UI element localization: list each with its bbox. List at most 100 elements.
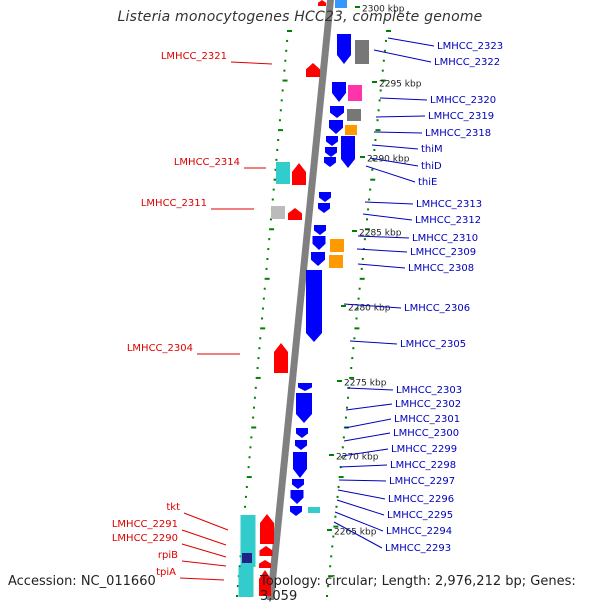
right-tick-mark	[361, 257, 364, 260]
right-tick-mark	[370, 178, 376, 181]
reverse-gene	[329, 255, 343, 268]
reverse-gene-leader	[336, 499, 385, 516]
right-tick-mark	[351, 357, 354, 360]
reverse-gene-leader	[339, 464, 388, 468]
reverse-gene	[314, 225, 326, 235]
left-tick-mark	[258, 347, 261, 350]
reverse-gene	[311, 252, 325, 266]
reverse-gene-label: LMHCC_2293	[385, 543, 451, 554]
forward-gene-label: LMHCC_2311	[141, 198, 207, 209]
reverse-gene	[326, 136, 338, 146]
reverse-gene-leader	[341, 448, 389, 457]
reverse-gene-label: LMHCC_2303	[396, 385, 462, 396]
reverse-gene	[293, 452, 307, 478]
right-tick-mark	[380, 79, 386, 82]
right-tick-mark	[382, 59, 385, 62]
forward-gene-leader	[230, 61, 273, 65]
reverse-gene-label: LMHCC_2299	[391, 444, 457, 455]
reverse-gene-label: LMHCC_2298	[390, 460, 456, 471]
right-tick-mark	[350, 367, 353, 370]
right-tick-mark	[354, 327, 360, 330]
right-tick-mark	[338, 476, 344, 479]
left-tick-mark	[272, 188, 275, 191]
right-tick-mark	[386, 30, 391, 32]
right-tick-mark	[346, 406, 348, 409]
right-tick-mark	[335, 505, 338, 508]
right-tick-mark	[360, 267, 363, 270]
reverse-gene	[330, 106, 344, 118]
right-tick-mark	[326, 595, 328, 597]
left-tick-mark	[249, 446, 252, 449]
accession-text: Accession: NC_011660	[8, 574, 156, 589]
left-tick-mark	[278, 119, 281, 122]
left-tick-mark	[252, 416, 255, 419]
right-tick-mark	[371, 168, 374, 171]
scale-label: 2265 kbp	[334, 528, 377, 538]
left-tick-mark	[251, 426, 257, 429]
left-tick-mark	[259, 337, 262, 340]
reverse-gene-leader	[387, 37, 435, 47]
right-tick-mark	[384, 39, 387, 42]
map-title: Listeria monocytogenes HCC23, complete g…	[117, 9, 483, 25]
scale-label: 2285 kbp	[359, 229, 402, 239]
scale-tick	[360, 156, 365, 158]
right-tick-mark	[336, 495, 339, 498]
scale-label: 2300 kbp	[362, 5, 405, 15]
right-tick-mark	[369, 188, 372, 191]
right-tick-mark	[377, 109, 380, 112]
reverse-gene	[290, 506, 302, 516]
scale-tick	[355, 6, 360, 8]
reverse-gene-leader	[333, 521, 383, 549]
forward-gene	[271, 206, 285, 219]
scale-tick	[337, 380, 342, 382]
reverse-gene-label: thiD	[421, 161, 442, 172]
reverse-gene	[295, 440, 307, 450]
forward-gene-leader	[183, 512, 229, 531]
reverse-gene	[347, 109, 361, 121]
right-tick-mark	[333, 525, 339, 528]
left-tick-mark	[245, 485, 248, 488]
scale-tick	[372, 81, 377, 83]
reverse-gene	[330, 239, 344, 252]
right-tick-mark	[367, 208, 370, 211]
left-tick-mark	[244, 505, 247, 508]
left-tick-mark	[275, 158, 278, 161]
left-tick-mark	[256, 367, 259, 370]
left-tick-mark	[284, 59, 287, 62]
reverse-gene-leader	[364, 201, 414, 205]
right-tick-mark	[349, 376, 355, 379]
right-tick-mark	[352, 347, 355, 350]
reverse-gene	[329, 120, 343, 134]
forward-gene-label: LMHCC_2321	[161, 51, 227, 62]
right-tick-mark	[341, 446, 344, 449]
right-tick-mark	[328, 575, 334, 578]
left-tick-mark	[267, 248, 270, 251]
left-tick-mark	[270, 218, 272, 221]
forward-gene-label: LMHCC_2314	[174, 157, 240, 168]
reverse-gene-leader	[334, 511, 384, 532]
left-tick-mark	[246, 476, 252, 479]
reverse-gene	[318, 203, 330, 213]
scale-tick	[329, 454, 334, 456]
right-tick-mark	[366, 218, 368, 221]
reverse-gene-label: LMHCC_2310	[412, 233, 478, 244]
forward-gene	[259, 546, 273, 556]
reverse-gene	[325, 147, 337, 157]
left-tick-mark	[266, 257, 269, 260]
right-tick-mark	[353, 337, 356, 340]
left-tick-mark	[248, 456, 251, 459]
reverse-gene	[298, 383, 312, 391]
reverse-gene	[290, 490, 304, 504]
left-tick-mark	[286, 39, 289, 42]
left-tick-mark	[247, 466, 250, 469]
reverse-gene-leader	[373, 49, 432, 63]
left-tick-mark	[253, 396, 256, 399]
reverse-gene-label: thiE	[418, 177, 437, 188]
reverse-gene	[345, 125, 357, 135]
left-tick-mark	[268, 238, 271, 241]
reverse-gene	[335, 0, 347, 8]
scale-label: 2275 kbp	[344, 379, 387, 389]
right-tick-mark	[359, 277, 365, 280]
right-tick-mark	[331, 545, 334, 548]
left-tick-mark	[253, 406, 255, 409]
